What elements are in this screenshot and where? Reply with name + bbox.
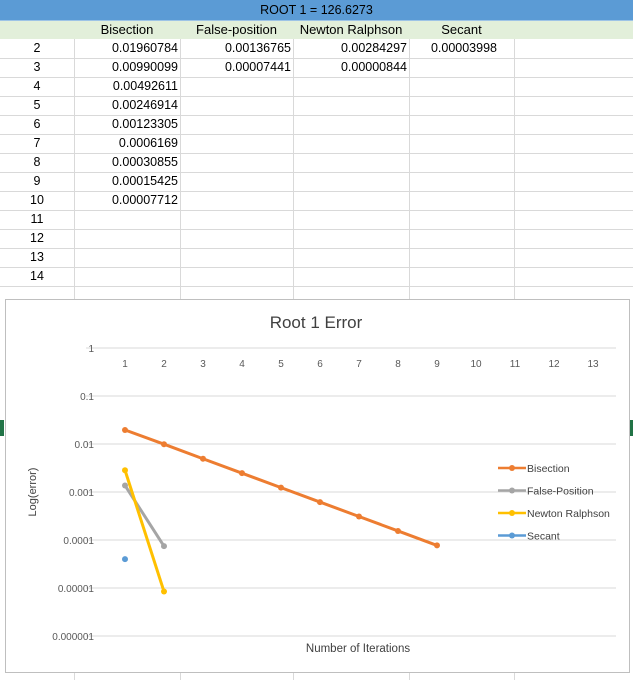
row-label[interactable]: 4 (33, 79, 41, 93)
y-tick-label: 1 (88, 344, 94, 355)
sheet-title: ROOT 1 = 126.6273 (260, 3, 373, 17)
data-point (278, 484, 284, 491)
row-label[interactable]: 5 (33, 98, 41, 112)
left-edge-tab (0, 420, 4, 436)
x-tick-label: 8 (395, 359, 401, 370)
x-tick-label: 7 (356, 359, 362, 370)
row-label[interactable]: 8 (33, 155, 41, 169)
row-label[interactable]: 12 (30, 231, 44, 245)
x-tick-label: 4 (239, 359, 245, 370)
series-line (123, 484, 166, 547)
header-false-position[interactable]: False-position (196, 22, 277, 37)
newton-ralphson-cell[interactable]: 0.00284297 (340, 41, 407, 55)
newton-ralphson-cell[interactable]: 0.00000844 (340, 60, 407, 74)
bisection-cell[interactable]: 0.00123305 (111, 117, 178, 131)
data-point (122, 426, 128, 433)
x-axis-label: Number of Iterations (306, 643, 410, 655)
row-label[interactable]: 13 (30, 250, 44, 264)
row-label[interactable]: 2 (33, 41, 41, 55)
header-newton-ralphson[interactable]: Newton Ralphson (299, 22, 403, 37)
y-tick-label: 0.001 (69, 488, 94, 499)
data-point (317, 499, 323, 506)
bisection-cell[interactable]: 0.0006169 (118, 136, 178, 150)
sheet-title-row[interactable]: ROOT 1 = 126.6273 (0, 0, 633, 21)
secant-cell[interactable]: 0.00003998 (430, 41, 497, 55)
data-point (200, 455, 206, 462)
bisection-cell[interactable]: 0.00246914 (111, 98, 178, 112)
x-tick-label: 5 (278, 359, 284, 370)
legend-swatch-marker (509, 487, 515, 494)
row-label[interactable]: 14 (30, 269, 44, 283)
y-tick-label: 0.000001 (52, 632, 94, 643)
y-tick-label: 0.00001 (58, 584, 95, 595)
legend-label: Secant (527, 531, 560, 543)
right-edge-tab (629, 420, 633, 436)
bisection-cell[interactable]: 0.00007712 (111, 193, 178, 207)
x-tick-label: 6 (317, 359, 323, 370)
row-label[interactable]: 7 (33, 136, 41, 150)
y-axis-label: Log(error) (27, 468, 39, 517)
data-point (161, 543, 167, 550)
x-tick-label: 11 (510, 359, 521, 370)
bisection-cell[interactable]: 0.00492611 (112, 79, 178, 93)
data-point (434, 542, 440, 549)
row-label[interactable]: 3 (33, 60, 41, 74)
legend-swatch-marker (509, 532, 515, 539)
chart-area[interactable]: Root 1 Error Number of Iterations Log(er… (5, 299, 630, 673)
data-point (356, 513, 362, 520)
data-point (122, 556, 128, 563)
row-label[interactable]: 6 (33, 117, 41, 131)
row-label[interactable]: 10 (30, 193, 44, 207)
data-point (161, 588, 167, 595)
series-line (123, 469, 166, 592)
x-tick-label: 3 (200, 359, 206, 370)
bisection-cell[interactable]: 0.00030855 (111, 155, 178, 169)
header-row (0, 21, 633, 39)
x-tick-label: 9 (434, 359, 440, 370)
row-label[interactable]: 9 (33, 174, 41, 188)
data-point (161, 441, 167, 448)
y-tick-label: 0.1 (80, 392, 94, 403)
error-chart: Root 1 Error Number of Iterations Log(er… (27, 313, 616, 655)
false-position-cell[interactable]: 0.00136765 (224, 41, 291, 55)
bisection-cell[interactable]: 0.01960784 (111, 41, 178, 55)
data-point (239, 470, 245, 477)
legend-label: Newton Ralphson (527, 508, 610, 520)
row-label[interactable]: 11 (30, 212, 44, 226)
data-point (122, 482, 128, 489)
legend-swatch-marker (509, 510, 515, 516)
y-tick-label: 0.01 (75, 440, 95, 451)
x-tick-label: 12 (548, 359, 560, 370)
header-bisection[interactable]: Bisection (100, 22, 154, 37)
y-tick-label: 0.0001 (63, 536, 94, 547)
chart-title: Root 1 Error (270, 313, 363, 332)
legend-label: False-Position (527, 486, 594, 498)
false-position-cell[interactable]: 0.00007441 (224, 60, 291, 74)
x-tick-label: 10 (470, 359, 482, 370)
bisection-cell[interactable]: 0.00990099 (111, 60, 178, 74)
x-tick-label: 1 (122, 359, 128, 370)
bisection-cell[interactable]: 0.00015425 (111, 174, 178, 188)
legend-swatch-marker (509, 465, 515, 471)
data-point (122, 467, 128, 474)
data-point (395, 527, 401, 534)
header-secant[interactable]: Secant (441, 22, 482, 37)
x-tick-label: 13 (587, 359, 599, 370)
legend-label: Bisection (527, 463, 570, 475)
x-tick-label: 2 (161, 359, 167, 370)
